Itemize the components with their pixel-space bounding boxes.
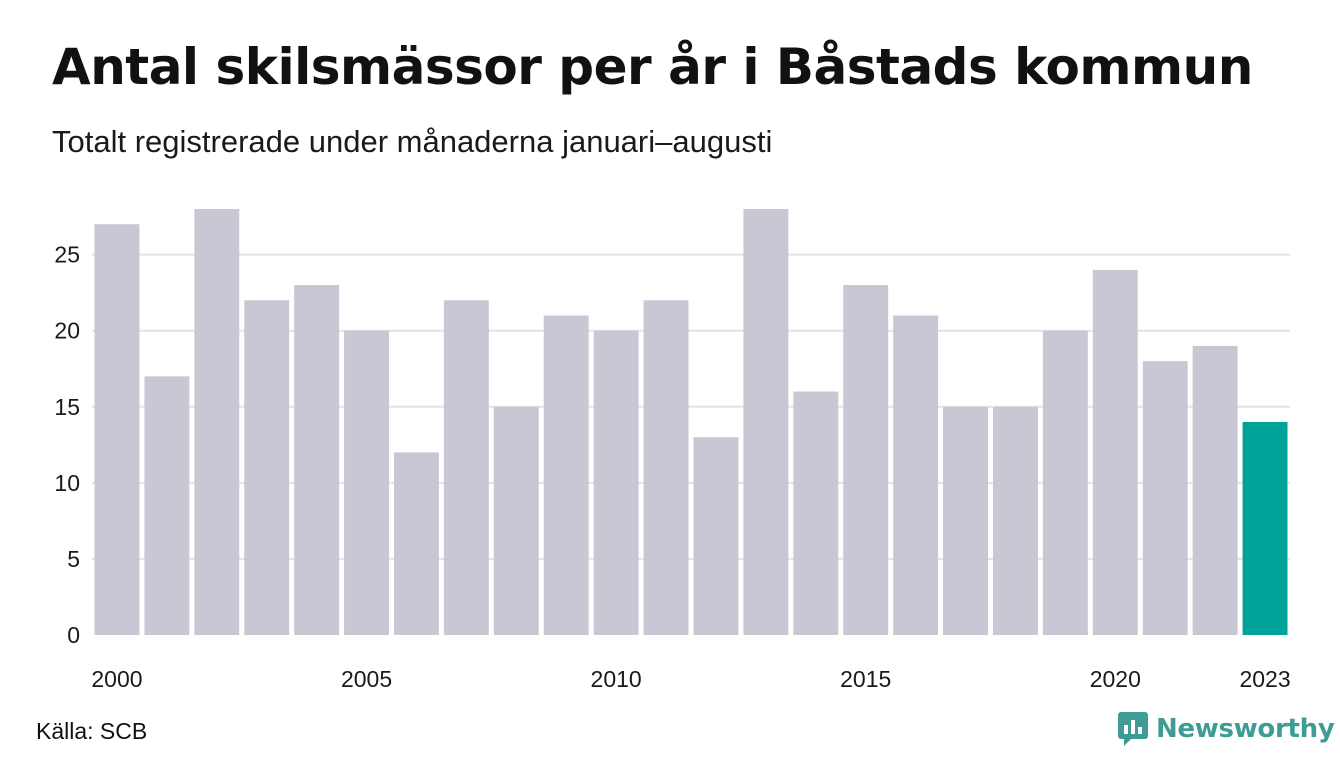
y-axis-ticks: 0 5 10 15 20 25 — [54, 242, 80, 648]
x-tick-label: 2015 — [840, 666, 891, 692]
bar-2015 — [843, 285, 889, 635]
bar-2012 — [693, 437, 739, 635]
y-tick-label: 15 — [54, 394, 80, 420]
y-tick-label: 0 — [67, 622, 80, 648]
bar-2002 — [194, 209, 240, 635]
bars — [94, 209, 1288, 635]
bar-2019 — [1042, 330, 1088, 635]
bar-2016 — [893, 315, 939, 635]
chart-title: Antal skilsmässor per år i Båstads kommu… — [52, 38, 1253, 96]
bar-2017 — [943, 406, 988, 635]
x-tick-label: 2023 — [1239, 666, 1290, 692]
bar-chart: 0 5 10 15 20 25 2000 2005 2010 2015 2020 2023 — [54, 209, 1291, 692]
bar-2018 — [993, 406, 1038, 635]
bar-2021 — [1142, 361, 1188, 635]
x-tick-label: 2010 — [591, 666, 642, 692]
x-axis-ticks: 2000 2005 2010 2015 2020 2023 — [91, 666, 1290, 692]
bar-2020 — [1092, 269, 1138, 635]
bar-2005 — [344, 330, 389, 635]
chart-subtitle: Totalt registrerade under månaderna janu… — [52, 124, 773, 159]
y-tick-label: 20 — [54, 318, 80, 344]
x-tick-label: 2000 — [91, 666, 142, 692]
newsworthy-logo-icon — [1118, 712, 1148, 746]
bar-2010 — [593, 330, 639, 635]
bar-2009 — [543, 315, 589, 635]
bar-2003 — [244, 300, 290, 635]
x-tick-label: 2005 — [341, 666, 392, 692]
x-tick-label: 2020 — [1090, 666, 1141, 692]
brand-name: Newsworthy — [1156, 714, 1335, 744]
bar-2008 — [493, 406, 539, 635]
brand-logo[interactable]: Newsworthy — [1118, 712, 1335, 746]
y-tick-label: 25 — [54, 242, 80, 268]
bar-2013 — [743, 209, 789, 635]
bar-2022 — [1192, 345, 1238, 635]
bar-2023 — [1242, 422, 1288, 635]
bar-2006 — [394, 452, 439, 635]
bar-2007 — [443, 300, 489, 635]
grid-lines — [92, 253, 1290, 560]
y-tick-label: 10 — [54, 470, 80, 496]
bar-2011 — [643, 300, 689, 635]
bar-2004 — [294, 285, 340, 635]
bar-2000 — [94, 224, 140, 635]
y-tick-label: 5 — [67, 546, 80, 572]
bar-2014 — [793, 391, 839, 635]
bar-2001 — [144, 376, 190, 635]
source-note: Källa: SCB — [36, 718, 148, 744]
